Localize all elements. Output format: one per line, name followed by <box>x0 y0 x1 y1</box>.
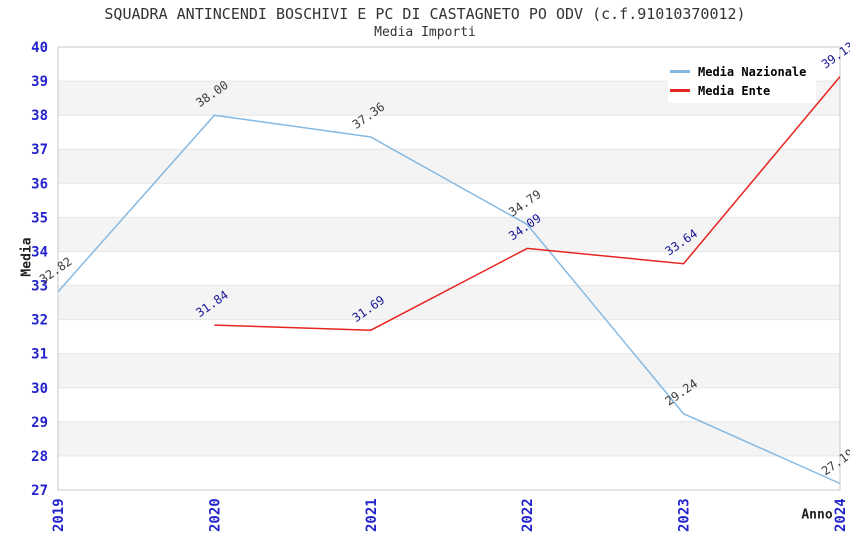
svg-text:2023: 2023 <box>677 498 693 532</box>
svg-text:37: 37 <box>31 142 48 158</box>
svg-text:2019: 2019 <box>51 498 67 532</box>
svg-text:30: 30 <box>31 381 48 397</box>
svg-text:35: 35 <box>31 210 48 226</box>
svg-text:39.13: 39.13 <box>819 39 850 71</box>
svg-text:36: 36 <box>31 176 48 192</box>
svg-text:33: 33 <box>31 279 48 295</box>
y-axis-label: Media <box>19 237 35 277</box>
x-axis-label: Anno <box>801 507 833 523</box>
media-ente-line-swatch <box>670 89 690 92</box>
svg-text:31: 31 <box>31 347 48 363</box>
legend-label-media-ente: Media Ente <box>698 83 771 98</box>
svg-text:27: 27 <box>31 483 48 499</box>
svg-text:28: 28 <box>31 449 48 465</box>
legend: Media Nazionale Media Ente <box>668 59 816 103</box>
legend-item-media-ente: Media Ente <box>670 81 814 100</box>
chart-subtitle: Media Importi <box>374 25 476 40</box>
svg-text:38: 38 <box>31 108 48 124</box>
svg-text:34: 34 <box>31 245 48 261</box>
svg-text:40: 40 <box>31 40 48 56</box>
svg-text:2021: 2021 <box>364 498 380 532</box>
legend-item-media-nazionale: Media Nazionale <box>670 62 814 81</box>
svg-text:32: 32 <box>31 313 48 329</box>
svg-text:2024: 2024 <box>833 498 849 532</box>
svg-text:2020: 2020 <box>207 498 223 532</box>
legend-label-media-nazionale: Media Nazionale <box>698 64 807 79</box>
svg-text:39: 39 <box>31 74 48 90</box>
svg-text:29: 29 <box>31 415 48 431</box>
svg-text:2022: 2022 <box>520 498 536 532</box>
chart-title: SQUADRA ANTINCENDI BOSCHIVI E PC DI CAST… <box>104 5 746 23</box>
media-nazionale-line-swatch <box>670 70 690 73</box>
